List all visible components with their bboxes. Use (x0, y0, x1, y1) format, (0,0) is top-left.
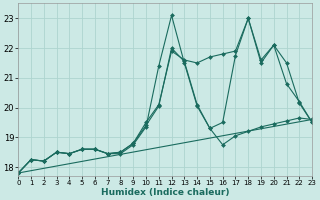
X-axis label: Humidex (Indice chaleur): Humidex (Indice chaleur) (101, 188, 229, 197)
